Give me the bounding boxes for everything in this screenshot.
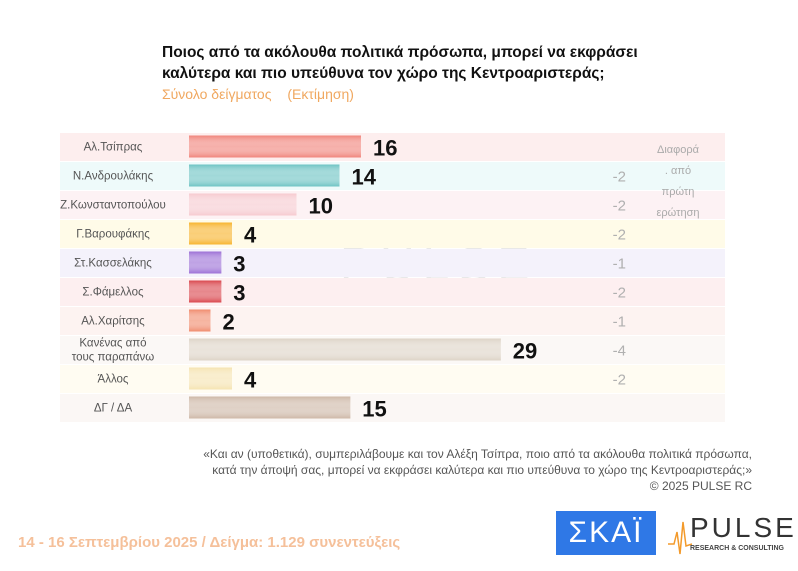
diff-header-line: Διαφορά — [656, 144, 700, 156]
bar-highlight — [189, 338, 501, 361]
category-label: τους παραπάνω — [72, 352, 155, 364]
value-label: 2 — [223, 310, 235, 335]
value-label: 14 — [352, 165, 377, 190]
diff-header-line: πρώτη — [661, 186, 695, 198]
row-band — [60, 220, 725, 248]
diff-header-line: ερώτηση — [656, 207, 700, 219]
diff-value: -1 — [613, 314, 626, 331]
category-label: Ν.Ανδρουλάκης — [73, 171, 154, 183]
bar-highlight — [189, 367, 232, 390]
diff-header-line: . από — [664, 165, 692, 177]
pulse-logo: PULSE RESEARCH & CONSULTING — [668, 512, 794, 556]
value-label: 16 — [373, 136, 397, 161]
row-band — [60, 133, 725, 161]
diff-value: -2 — [613, 285, 626, 302]
bar-highlight — [189, 309, 211, 332]
diff-value: -4 — [613, 343, 626, 360]
subtitle-estimate: (Εκτίμηση) — [287, 86, 354, 102]
diff-value: -2 — [613, 198, 626, 215]
category-label: Γ.Βαρουφάκης — [76, 229, 150, 241]
category-label: Άλλος — [98, 374, 129, 386]
row-band — [60, 278, 725, 306]
row-band — [60, 365, 725, 393]
note-line: «Και αν (υποθετικά), συμπεριλάβουμε και … — [203, 447, 752, 461]
subtitle-sample: Σύνολο δείγματος — [162, 86, 272, 102]
value-label: 10 — [309, 194, 333, 219]
chart-subtitle: Σύνολο δείγματος (Εκτίμηση) — [162, 86, 366, 102]
diff-header: Διαφορά . από πρώτη ερώτηση — [648, 140, 708, 224]
bar-highlight — [189, 222, 232, 245]
value-label: 4 — [244, 368, 257, 393]
category-label: ΔΓ / ΔΑ — [94, 403, 133, 415]
category-label: Αλ.Τσίπρας — [84, 142, 143, 154]
bar-highlight — [189, 164, 340, 187]
bar-chart: Αλ.Τσίπρας 16 Ν.Ανδρουλάκης 14 -2 Ζ.Κωνσταντο… — [60, 133, 725, 422]
skai-logo: ΣΚΑΪ — [556, 511, 656, 555]
category-label: Αλ.Χαρίτσης — [81, 316, 145, 328]
category-label: Σ.Φάμελλος — [82, 287, 144, 299]
row-band — [60, 249, 725, 277]
title-line: Ποιος από τα ακόλουθα πολιτικά πρόσωπα, … — [162, 44, 638, 61]
row-band — [60, 307, 725, 335]
diff-value: -2 — [613, 372, 626, 389]
row-band — [60, 162, 725, 190]
value-label: 29 — [513, 339, 537, 364]
bar-highlight — [189, 396, 351, 419]
bar-highlight — [189, 135, 361, 158]
copyright: © 2025 PULSE RC — [649, 479, 752, 493]
diff-value: -2 — [613, 169, 626, 186]
chart-title: Ποιος από τα ακόλουθα πολιτικά πρόσωπα, … — [162, 42, 638, 84]
title-line: καλύτερα και πιο υπεύθυνα τον χώρο της Κ… — [162, 65, 605, 82]
diff-value: -2 — [613, 227, 626, 244]
category-label: Στ.Κασσελάκης — [74, 258, 152, 270]
bar-highlight — [189, 193, 297, 216]
question-note: «Και αν (υποθετικά), συμπεριλάβουμε και … — [203, 446, 752, 494]
value-label: 15 — [362, 397, 386, 422]
category-label: Κανένας από — [79, 338, 146, 350]
value-label: 4 — [244, 223, 257, 248]
bar-highlight — [189, 280, 222, 303]
note-line: κατά την άποψή σας, μπορεί να εκφράσει κ… — [212, 463, 752, 477]
row-band — [60, 394, 725, 422]
bar-highlight — [189, 251, 222, 274]
footer-date-sample: 14 - 16 Σεπτεμβρίου 2025 / Δείγμα: 1.129… — [18, 534, 401, 551]
row-band — [60, 191, 725, 219]
value-label: 3 — [233, 252, 245, 277]
diff-value: -1 — [613, 256, 626, 273]
category-label: Ζ.Κωνσταντοπούλου — [60, 200, 166, 212]
value-label: 3 — [233, 281, 245, 306]
